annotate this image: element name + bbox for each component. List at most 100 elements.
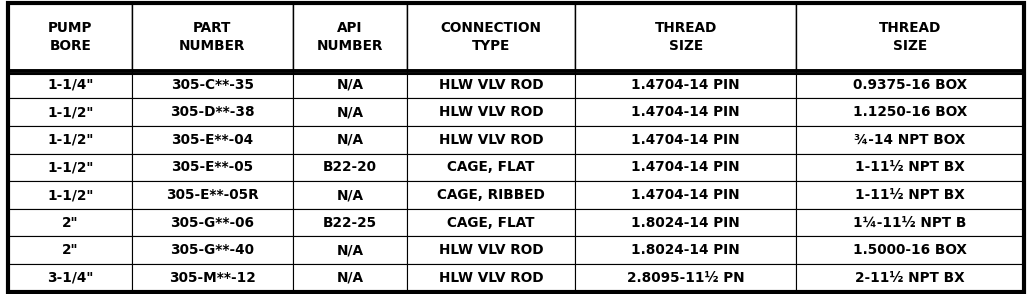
Bar [293,98,408,126]
Text: HLW VLV ROD: HLW VLV ROD [439,105,544,119]
Bar [408,181,575,209]
Text: 305-E**-04: 305-E**-04 [171,133,254,147]
Bar [293,181,408,209]
Text: 1.4704-14 PIN: 1.4704-14 PIN [632,188,740,202]
Bar [797,153,1024,181]
Bar [797,98,1024,126]
Text: 305-C**-35: 305-C**-35 [171,78,254,92]
Text: CONNECTION
TYPE: CONNECTION TYPE [441,21,542,53]
Bar [8,181,132,209]
Text: CAGE, FLAT: CAGE, FLAT [447,216,535,230]
Bar [797,71,1024,98]
Bar [293,71,408,98]
Bar [408,126,575,153]
Bar [132,153,293,181]
Bar [575,209,797,236]
Text: N/A: N/A [336,188,363,202]
Text: THREAD
SIZE: THREAD SIZE [654,21,717,53]
Bar [408,98,575,126]
Bar [408,264,575,292]
Text: B22-25: B22-25 [323,216,377,230]
Text: 305-D**-38: 305-D**-38 [170,105,255,119]
Bar [293,236,408,264]
Bar [8,71,132,98]
Text: 305-G**-40: 305-G**-40 [170,243,254,257]
Text: N/A: N/A [336,243,363,257]
Text: 1.8024-14 PIN: 1.8024-14 PIN [632,216,740,230]
Bar [293,209,408,236]
Text: 305-M**-12: 305-M**-12 [169,271,256,285]
Text: 1-1/4": 1-1/4" [47,78,93,92]
Bar [8,98,132,126]
Text: 1.4704-14 PIN: 1.4704-14 PIN [632,105,740,119]
Bar [575,126,797,153]
Bar [8,153,132,181]
Bar [408,71,575,98]
Bar [797,3,1024,71]
Text: 3-1/4": 3-1/4" [47,271,93,285]
Bar [132,98,293,126]
Bar [8,264,132,292]
Bar [797,264,1024,292]
Text: HLW VLV ROD: HLW VLV ROD [439,243,544,257]
Bar [132,181,293,209]
Text: 305-E**-05R: 305-E**-05R [166,188,259,202]
Text: 1.4704-14 PIN: 1.4704-14 PIN [632,78,740,92]
Text: 1.1250-16 BOX: 1.1250-16 BOX [852,105,967,119]
Text: HLW VLV ROD: HLW VLV ROD [439,78,544,92]
Text: 1.4704-14 PIN: 1.4704-14 PIN [632,161,740,174]
Text: 1-1/2": 1-1/2" [47,105,93,119]
Text: ¾-14 NPT BOX: ¾-14 NPT BOX [854,133,966,147]
Text: 2-11½ NPT BX: 2-11½ NPT BX [856,271,965,285]
Bar [575,98,797,126]
Text: 305-E**-05: 305-E**-05 [171,161,254,174]
Bar [293,126,408,153]
Bar [408,153,575,181]
Text: HLW VLV ROD: HLW VLV ROD [439,133,544,147]
Bar [132,3,293,71]
Text: CAGE, RIBBED: CAGE, RIBBED [438,188,545,202]
Bar [132,236,293,264]
Bar [408,209,575,236]
Text: N/A: N/A [336,105,363,119]
Text: PUMP
BORE: PUMP BORE [49,21,93,53]
Text: 0.9375-16 BOX: 0.9375-16 BOX [852,78,967,92]
Bar [575,153,797,181]
Bar [797,181,1024,209]
Text: 1-1/2": 1-1/2" [47,188,93,202]
Bar [8,209,132,236]
Text: 305-G**-06: 305-G**-06 [170,216,254,230]
Bar [132,209,293,236]
Bar [132,264,293,292]
Bar [8,126,132,153]
Text: 1-11½ NPT BX: 1-11½ NPT BX [856,161,965,174]
Bar [575,3,797,71]
Bar [293,3,408,71]
Text: 1.8024-14 PIN: 1.8024-14 PIN [632,243,740,257]
Text: 1-1/2": 1-1/2" [47,161,93,174]
Bar [408,236,575,264]
Text: 1-11½ NPT BX: 1-11½ NPT BX [856,188,965,202]
Bar [293,153,408,181]
Text: N/A: N/A [336,271,363,285]
Text: API
NUMBER: API NUMBER [317,21,383,53]
Text: 2": 2" [62,243,78,257]
Bar [575,236,797,264]
Bar [8,236,132,264]
Text: B22-20: B22-20 [323,161,377,174]
Text: CAGE, FLAT: CAGE, FLAT [447,161,535,174]
Bar [797,209,1024,236]
Text: 1¼-11½ NPT B: 1¼-11½ NPT B [853,216,967,230]
Text: 2.8095-11½ PN: 2.8095-11½ PN [626,271,744,285]
Bar [8,3,132,71]
Bar [575,181,797,209]
Text: N/A: N/A [336,78,363,92]
Bar [293,264,408,292]
Text: THREAD
SIZE: THREAD SIZE [879,21,941,53]
Bar [797,236,1024,264]
Text: 2": 2" [62,216,78,230]
Text: HLW VLV ROD: HLW VLV ROD [439,271,544,285]
Text: N/A: N/A [336,133,363,147]
Text: 1.5000-16 BOX: 1.5000-16 BOX [853,243,967,257]
Bar [408,3,575,71]
